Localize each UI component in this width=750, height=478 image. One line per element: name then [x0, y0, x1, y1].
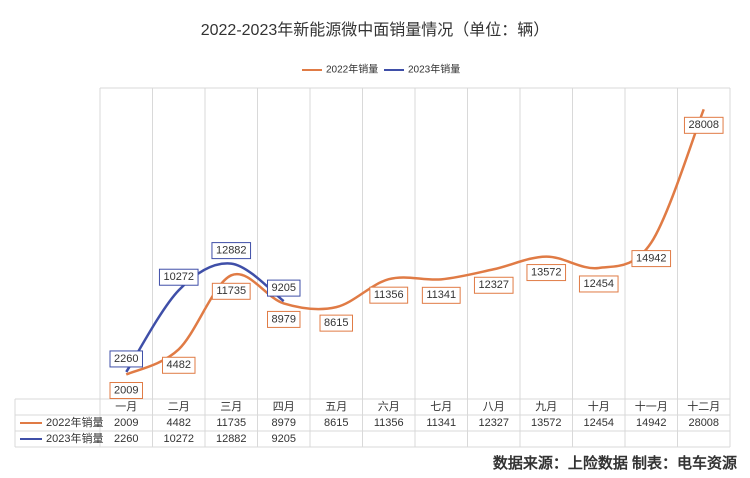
legend-label: 2022年销量: [326, 63, 378, 76]
data-label: 12882: [216, 245, 247, 257]
table-cell: 11356: [374, 417, 404, 429]
data-label-box: [211, 282, 251, 300]
data-label: 10272: [163, 271, 194, 283]
table-cell: 13572: [531, 417, 562, 429]
data-label-box: [421, 286, 461, 304]
table-row-label: 2023年销量: [46, 431, 103, 445]
table-cell: 11735: [216, 417, 246, 429]
data-label: 8979: [272, 313, 296, 325]
table-cell: 2260: [114, 433, 138, 445]
data-label: 11341: [426, 289, 456, 301]
data-label: 13572: [531, 266, 562, 278]
data-label-box: [526, 264, 567, 282]
data-label-box: [319, 314, 353, 332]
x-tick-label: 二月: [168, 401, 190, 413]
table-row-label: 2022年销量: [46, 415, 103, 429]
table-cell: 8615: [324, 417, 348, 429]
table-cell: 12327: [478, 417, 509, 429]
data-label: 12454: [583, 278, 614, 290]
data-label-box: [109, 382, 143, 400]
table-cell: 9205: [272, 433, 296, 445]
chart-title: 2022-2023年新能源微中面销量情况（单位：辆）: [201, 21, 550, 39]
data-label: 9205: [272, 282, 296, 294]
data-label-box: [683, 116, 724, 134]
data-label-box: [109, 350, 143, 368]
data-label: 12327: [478, 279, 509, 291]
data-label: 4482: [167, 359, 191, 371]
table-cell: 14942: [636, 417, 667, 429]
data-label-box: [267, 279, 301, 297]
data-label-box: [631, 250, 672, 268]
table-cell: 28008: [688, 417, 719, 429]
x-tick-label: 八月: [483, 401, 505, 413]
data-label-box: [211, 242, 252, 260]
legend-label: 2023年销量: [408, 63, 460, 76]
x-tick-label: 七月: [430, 400, 452, 413]
table-cell: 2009: [114, 417, 138, 429]
data-label: 28008: [688, 119, 719, 131]
x-tick-label: 六月: [378, 400, 400, 413]
data-label-box: [158, 268, 199, 286]
source: 数据来源：上险数据 制表：电车资源: [493, 454, 737, 472]
x-tick-label: 一月: [115, 401, 137, 413]
data-label-box: [473, 276, 514, 294]
x-tick-label: 十二月: [687, 399, 720, 413]
table-cell: 4482: [167, 417, 191, 429]
x-tick-label: 四月: [273, 401, 295, 413]
table-cell: 8979: [272, 417, 296, 429]
series-line: [125, 262, 285, 373]
data-label: 8615: [324, 317, 348, 329]
x-tick-label: 三月: [220, 401, 242, 413]
data-label-box: [162, 356, 196, 374]
x-tick-label: 十一月: [635, 399, 668, 413]
data-label-box: [369, 286, 409, 304]
data-label: 2260: [114, 353, 138, 365]
table-cell: 12454: [583, 417, 614, 429]
data-label: 11735: [216, 285, 246, 297]
data-label-box: [578, 275, 619, 293]
x-tick-label: 十月: [588, 399, 610, 413]
data-label: 11356: [374, 289, 404, 301]
x-tick-label: 五月: [325, 401, 347, 413]
table-cell: 11341: [426, 417, 456, 429]
table-cell: 10272: [163, 433, 194, 445]
table-cell: 12882: [216, 433, 247, 445]
data-label-box: [267, 310, 301, 328]
data-label: 2009: [114, 384, 138, 396]
data-label: 14942: [636, 252, 667, 264]
series-line: [125, 108, 705, 376]
x-tick-label: 九月: [535, 400, 557, 413]
